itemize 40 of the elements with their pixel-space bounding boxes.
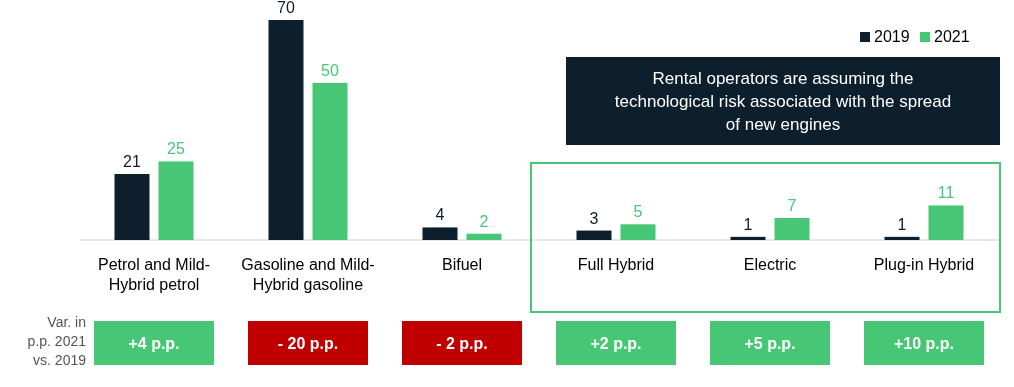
bar xyxy=(576,230,612,240)
bar xyxy=(158,161,194,240)
data-label: 4 xyxy=(435,206,445,224)
annotation: Rental operators are assuming the technological risk associated with the spread of new engines xyxy=(614,69,952,134)
bar xyxy=(268,20,304,240)
data-label: 5 xyxy=(633,203,643,221)
text: - 20 p.p. xyxy=(277,335,339,352)
bar xyxy=(312,82,348,240)
bar xyxy=(620,224,656,240)
data-label: 1 xyxy=(897,215,907,233)
data-label: 11 xyxy=(937,184,955,202)
legend-label: 2019 xyxy=(874,28,910,45)
data-label: 7 xyxy=(787,197,797,214)
data-label: 70 xyxy=(277,0,295,16)
data-label: 25 xyxy=(167,140,185,158)
text: +10 p.p. xyxy=(893,335,955,352)
x-tick-label: Bifuel xyxy=(441,256,483,273)
text: - 2 p.p. xyxy=(436,335,488,352)
data-label: 21 xyxy=(123,153,141,170)
x-tick-label: Petrol and Mild-Hybrid petrol xyxy=(97,256,211,293)
x-tick-label: Full Hybrid xyxy=(577,256,655,273)
data-label: 1 xyxy=(743,215,753,233)
data-label: 2 xyxy=(479,212,489,230)
data-label: 50 xyxy=(321,61,339,79)
bar xyxy=(730,236,766,240)
text: +5 p.p. xyxy=(744,335,796,352)
x-tick-label: Gasoline and Mild-Hybrid gasoline xyxy=(241,256,375,293)
bar xyxy=(928,205,964,240)
text: +2 p.p. xyxy=(590,335,642,352)
text: Var. in p.p. 2021 vs. 2019 xyxy=(27,314,87,368)
data-label: 3 xyxy=(589,209,599,227)
bar xyxy=(466,233,502,240)
bar xyxy=(114,174,150,240)
x-tick-label: Electric xyxy=(743,256,797,273)
x-tick-label: Plug-in Hybrid xyxy=(873,256,975,273)
text: +4 p.p. xyxy=(128,335,180,352)
bar xyxy=(884,236,920,240)
legend-label: 2021 xyxy=(934,28,970,45)
bar xyxy=(422,227,458,240)
bar xyxy=(774,218,810,240)
